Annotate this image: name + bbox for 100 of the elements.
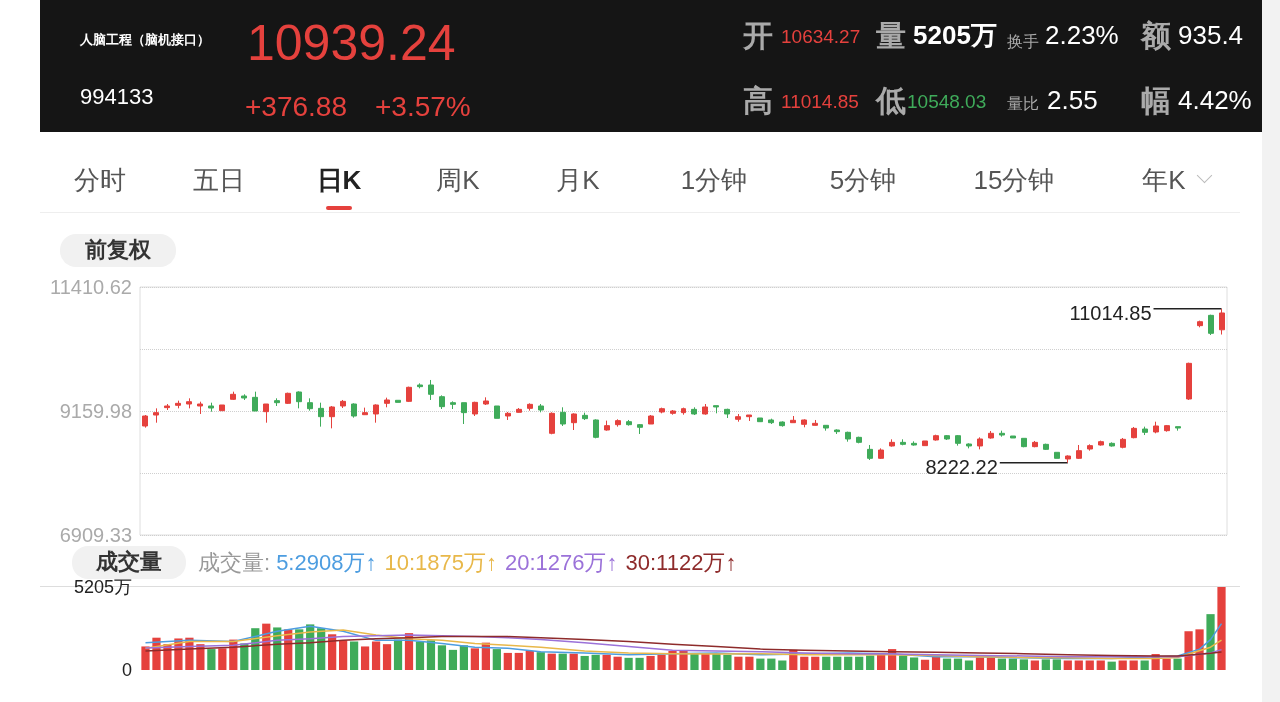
candlestick xyxy=(845,431,851,443)
bar xyxy=(833,656,842,670)
bar xyxy=(844,656,853,670)
candlestick xyxy=(395,399,401,403)
candlestick xyxy=(1175,426,1181,432)
bar xyxy=(1129,660,1138,670)
candlestick xyxy=(230,391,236,401)
candlestick xyxy=(713,405,719,414)
candlestick xyxy=(505,411,511,421)
bar xyxy=(613,656,622,670)
candlestick xyxy=(615,418,621,428)
candlestick xyxy=(274,397,280,407)
text: 4.42% xyxy=(1178,84,1252,115)
candlestick xyxy=(724,408,730,419)
bar xyxy=(437,645,447,670)
bar xyxy=(371,641,381,670)
text: 年K xyxy=(1142,164,1186,195)
bar xyxy=(1162,658,1171,670)
candlestick xyxy=(1142,426,1148,436)
candlestick xyxy=(296,390,302,409)
text: 换手 xyxy=(1007,33,1039,51)
candlestick xyxy=(197,401,203,415)
bar xyxy=(866,655,875,670)
candlestick xyxy=(472,401,478,417)
candlestick xyxy=(219,404,225,412)
bar xyxy=(382,644,392,670)
bar xyxy=(360,646,370,670)
candlestick xyxy=(823,424,829,432)
bar xyxy=(734,656,743,670)
candlestick xyxy=(812,419,818,427)
candlestick xyxy=(801,418,807,428)
text: 2.23% xyxy=(1045,19,1119,50)
bar xyxy=(898,655,908,670)
text: 5分钟 xyxy=(829,164,897,195)
candlestick xyxy=(1197,320,1203,328)
bar xyxy=(1118,660,1127,670)
bar xyxy=(218,648,227,670)
candlestick xyxy=(955,434,961,447)
bar xyxy=(525,650,534,670)
candlestick xyxy=(175,400,181,409)
candlestick xyxy=(779,420,785,428)
candlestick xyxy=(1120,437,1126,449)
candlestick xyxy=(439,394,445,410)
candlestick xyxy=(186,397,192,409)
bar xyxy=(635,657,644,670)
bar xyxy=(756,658,765,670)
text: 幅 xyxy=(1141,83,1171,117)
bar xyxy=(1107,661,1116,670)
bar xyxy=(591,654,600,670)
text: 量 xyxy=(876,18,906,52)
bar xyxy=(855,656,864,670)
bar xyxy=(459,645,469,670)
candlestick xyxy=(450,400,456,410)
annotation: 8222.22 xyxy=(925,455,998,478)
candlestick xyxy=(428,379,434,401)
candlestick xyxy=(790,415,796,424)
candlestick xyxy=(988,430,994,440)
candlestick xyxy=(329,405,335,429)
bar xyxy=(712,654,721,670)
candlestick xyxy=(1153,421,1159,434)
candlestick xyxy=(637,423,643,435)
candlestick xyxy=(461,402,467,425)
bar xyxy=(393,639,403,670)
annotation: 11014.85 xyxy=(1069,301,1152,324)
text: 高 xyxy=(743,83,773,117)
candlestick xyxy=(681,407,686,416)
text: 10939.24 xyxy=(247,14,456,71)
candlestick xyxy=(483,396,489,406)
text: 额 xyxy=(1141,18,1171,52)
candlestick xyxy=(1186,362,1192,401)
bar xyxy=(141,646,150,670)
text: 30:1122万↑ xyxy=(625,549,737,575)
text: +3.57% xyxy=(375,90,471,123)
text: 低 xyxy=(876,83,906,117)
candlestick xyxy=(1109,441,1115,448)
chart-title: 人脑工程（脑机接口） xyxy=(80,31,210,48)
candlestick xyxy=(560,406,566,427)
candlestick xyxy=(494,405,500,419)
bar xyxy=(986,657,996,670)
bar xyxy=(1019,659,1028,670)
candlestick xyxy=(867,444,873,461)
candlestick xyxy=(670,409,676,416)
candlestick xyxy=(922,440,928,447)
bar xyxy=(448,649,458,670)
bar xyxy=(646,655,655,670)
candlestick xyxy=(538,403,544,413)
text: 分时 xyxy=(74,164,126,195)
text: 5205万 xyxy=(913,19,997,50)
y-tick-label: 9159.98 xyxy=(59,400,132,422)
candlestick xyxy=(1098,440,1104,447)
bar xyxy=(415,641,425,670)
text: 10:1875万↑ xyxy=(384,549,497,575)
bar xyxy=(1140,660,1149,670)
chart-subtitle: 994133 xyxy=(80,83,154,110)
candlestick xyxy=(571,412,577,431)
bar xyxy=(1041,659,1050,670)
bar xyxy=(514,652,523,670)
bar xyxy=(580,655,589,670)
legend-title: 成交量: xyxy=(198,549,271,575)
bar xyxy=(547,653,556,670)
